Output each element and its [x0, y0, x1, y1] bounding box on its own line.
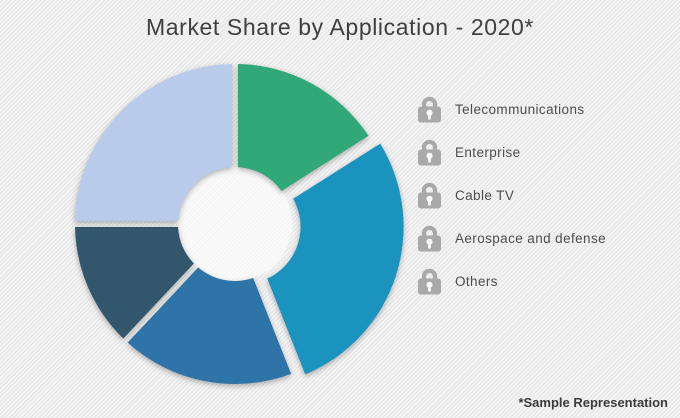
legend-item-others: Others — [417, 268, 606, 295]
donut-slices — [75, 64, 404, 384]
legend-item-aerospace-and-defense: Aerospace and defense — [417, 225, 606, 252]
donut-slice-others — [75, 64, 232, 221]
legend: Telecommunications Enterprise Cable TV — [417, 96, 606, 295]
legend-item-cable-tv: Cable TV — [417, 182, 606, 209]
lock-icon — [418, 182, 441, 209]
legend-label: Enterprise — [455, 145, 521, 160]
donut-chart — [75, 64, 404, 384]
legend-item-enterprise: Enterprise — [417, 139, 606, 166]
donut-slice-aerospace-and-defense — [75, 227, 194, 339]
legend-item-telecommunications: Telecommunications — [417, 96, 606, 123]
chart-title: Market Share by Application - 2020* — [146, 14, 534, 40]
lock-icon — [418, 139, 441, 166]
sample-representation-note: *Sample Representation — [518, 395, 668, 410]
donut-slice-enterprise — [267, 143, 404, 375]
legend-label: Aerospace and defense — [455, 231, 607, 246]
lock-icon — [418, 225, 441, 252]
donut-slice-cable-tv — [127, 267, 292, 384]
lock-icon — [418, 268, 441, 295]
legend-label: Telecommunications — [455, 102, 585, 117]
lock-icon — [418, 96, 441, 123]
legend-label: Others — [455, 274, 498, 289]
legend-label: Cable TV — [455, 188, 515, 203]
donut-hole — [178, 167, 292, 281]
donut-slice-telecommunications — [238, 64, 369, 191]
